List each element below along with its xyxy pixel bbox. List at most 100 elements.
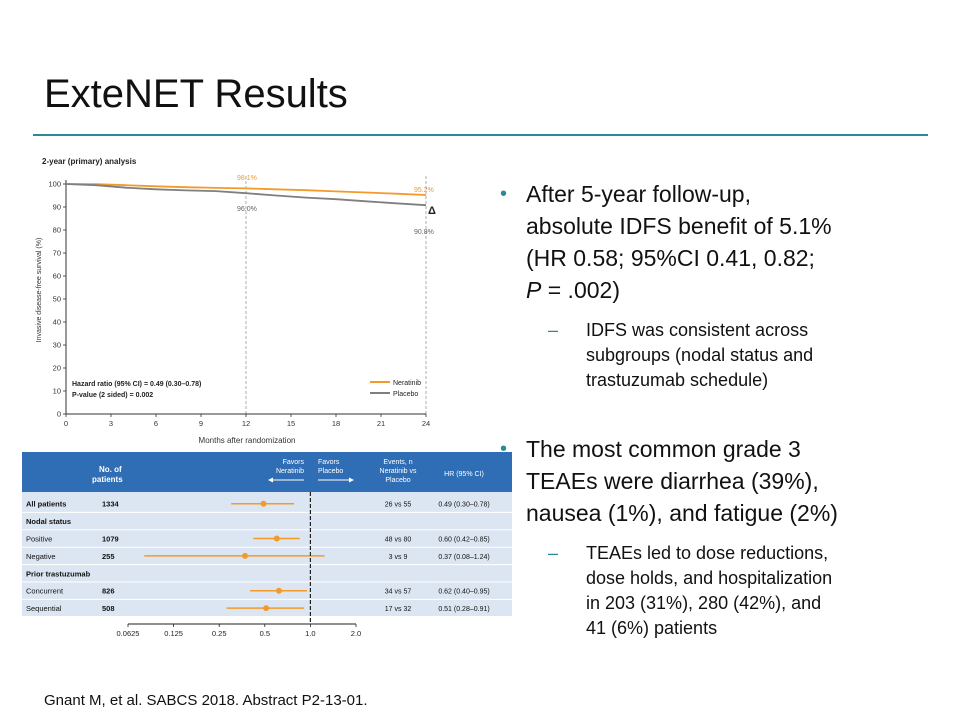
forest-h-hr: HR (95% CI): [444, 471, 484, 478]
forest-x-tick-label: 0.25: [212, 629, 227, 638]
km-y-label: Invasive disease-free survival (%): [36, 238, 43, 343]
km-y-tick-label: 60: [53, 272, 61, 281]
km-x-tick-label: 21: [377, 419, 385, 428]
forest-x-tick-label: 1.0: [305, 629, 315, 638]
forest-row-label: Negative: [26, 552, 56, 561]
forest-row-n: 508: [102, 604, 115, 613]
title-divider: [33, 134, 928, 136]
forest-row-label: Sequential: [26, 604, 62, 613]
bullet-dot: •: [500, 183, 508, 205]
bullet-2-line: The most common grade 3: [526, 436, 801, 462]
km-y-tick-label: 90: [53, 203, 61, 212]
forest-row-n: 826: [102, 587, 115, 596]
bullet-dot: •: [500, 438, 508, 460]
sub-bullet-2-line: dose holds, and hospitalization: [586, 568, 833, 588]
forest-row-n: 255: [102, 552, 115, 561]
p-value-text: = .002): [541, 277, 620, 303]
forest-row-label: Nodal status: [26, 517, 71, 526]
km-axes: 0 10 20 30 40 50 60 70 80 90 100 0 3 6 9 12 15 18 21 24: [48, 180, 430, 429]
forest-plot: No. of patients Favors Neratinib Favors …: [22, 452, 512, 638]
forest-header-bg: [22, 452, 512, 492]
bullet-list: • After 5-year follow-up, absolute IDFS …: [500, 178, 940, 641]
km-ann-ner-12: 98.1%: [237, 175, 257, 182]
forest-row-label: Prior trastuzumab: [26, 569, 91, 578]
sub-bullet-1-line: IDFS was consistent across: [586, 320, 809, 340]
km-x-tick-label: 24: [422, 419, 430, 428]
km-x-tick-label: 3: [109, 419, 113, 428]
forest-h-favpla2: Placebo: [318, 468, 343, 475]
sub-bullet-2-line: in 203 (31%), 280 (42%), and: [586, 593, 822, 613]
forest-axis: 0.0625 0.125 0.25 0.5 1.0 2.0: [117, 492, 361, 638]
km-y-tick-label: 80: [53, 226, 61, 235]
forest-row-n: 1079: [102, 535, 119, 544]
sub-bullet-2-line: 41 (6%) patients: [586, 618, 718, 638]
forest-x-tick-label: 0.0625: [117, 629, 140, 638]
km-y-tick-label: 100: [48, 180, 61, 189]
forest-row-events: 34 vs 57: [385, 589, 412, 596]
forest-h-favpla: Favors: [318, 459, 340, 466]
sub-bullet-2-line: TEAEs led to dose reductions,: [586, 543, 829, 563]
km-x-label: Months after randomization: [199, 436, 296, 445]
forest-row-events: 26 vs 55: [385, 502, 412, 509]
bullet-2-line: TEAEs were diarrhea (39%),: [526, 468, 819, 494]
forest-hr-point: [241, 552, 248, 559]
forest-h-n: No. of: [99, 465, 122, 474]
sub-bullet-dash: –: [548, 543, 559, 563]
bullet-2-line: nausea (1%), and fatigue (2%): [526, 500, 838, 526]
forest-row-label: Positive: [26, 535, 52, 544]
bullet-1-line: absolute IDFS benefit of 5.1%: [526, 213, 832, 239]
km-legend-neratinib: Neratinib: [393, 380, 421, 387]
km-y-tick-label: 30: [53, 341, 61, 350]
forest-h-favner2: Neratinib: [276, 468, 304, 475]
km-ann-delta: Δ 4.5%: [428, 205, 438, 217]
km-x-tick-label: 9: [199, 419, 203, 428]
km-ann-pla-12: 96.0%: [237, 206, 257, 213]
forest-row-label: All patients: [26, 500, 66, 509]
forest-row-events: 17 vs 32: [385, 606, 412, 613]
km-title: 2-year (primary) analysis: [42, 157, 137, 166]
bullet-1-line: After 5-year follow-up,: [526, 181, 751, 207]
forest-hr-point: [273, 535, 280, 542]
forest-hr-point: [260, 500, 267, 507]
citation-footer: Gnant M, et al. SABCS 2018. Abstract P2-…: [44, 692, 368, 709]
km-chart: 2-year (primary) analysis 01020304050607…: [36, 157, 438, 445]
km-ann-pla-24: 90.8%: [414, 229, 434, 236]
sub-bullet-dash: –: [548, 320, 559, 340]
km-x-tick-label: 12: [242, 419, 250, 428]
forest-x-tick-label: 2.0: [351, 629, 361, 638]
km-x-tick-label: 18: [332, 419, 340, 428]
km-legend-placebo: Placebo: [393, 391, 418, 398]
forest-hr-point: [263, 605, 270, 612]
forest-x-tick-label: 0.125: [164, 629, 183, 638]
forest-row-n: 1334: [102, 500, 120, 509]
forest-h-events: Events, n: [383, 459, 412, 466]
km-grid: [245, 176, 427, 414]
slide-title: ExteNET Results: [44, 72, 348, 116]
forest-arrow-right-head: [349, 477, 354, 483]
bullet-1-line: (HR 0.58; 95%CI 0.41, 0.82;: [526, 245, 815, 271]
bullet-1-line: P = .002): [526, 274, 940, 306]
km-series-neratinib: [65, 183, 427, 196]
forest-row-hr: 0.37 (0.08–1.24): [438, 554, 489, 561]
km-lines: [65, 183, 427, 207]
forest-rows: All patients 1334 26 vs 55 0.49 (0.30–0.78)…: [22, 500, 512, 618]
km-y-tick-label: 10: [53, 387, 61, 396]
forest-row-hr: 0.60 (0.42–0.85): [438, 537, 489, 544]
km-y-tick-label: 50: [53, 295, 61, 304]
km-series-placebo: [65, 183, 427, 207]
km-pval-text: P-value (2 sided) = 0.002: [72, 392, 153, 399]
forest-h-events2: Neratinib vs: [380, 468, 417, 475]
forest-row-label: Concurrent: [26, 587, 64, 596]
km-y-tick-label: 0: [57, 410, 61, 419]
forest-row-events: 48 vs 80: [385, 537, 412, 544]
forest-row-hr: 0.51 (0.28–0.91): [438, 606, 489, 613]
sub-bullet-2: – TEAEs led to dose reductions, dose hol…: [500, 541, 940, 641]
km-x-tick-label: 15: [287, 419, 295, 428]
forest-h-n2: patients: [92, 475, 123, 484]
forest-h-favner: Favors: [283, 459, 305, 466]
km-hr-text: Hazard ratio (95% CI) = 0.49 (0.30–0.78): [72, 381, 201, 388]
forest-x-tick-label: 0.5: [260, 629, 270, 638]
bullet-1: • After 5-year follow-up, absolute IDFS …: [500, 178, 940, 306]
sub-bullet-1: – IDFS was consistent across subgroups (…: [500, 318, 940, 393]
forest-hr-point: [275, 587, 282, 594]
